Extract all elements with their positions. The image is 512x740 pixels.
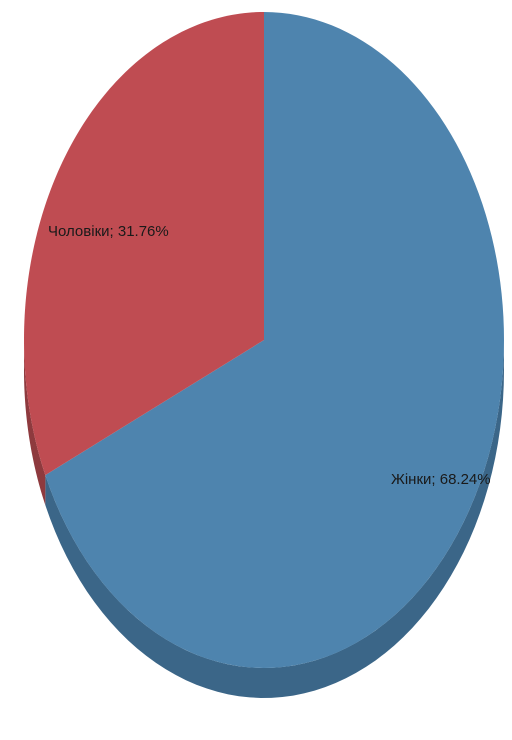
pie-slice-zhinky xyxy=(45,12,504,668)
pie-slices xyxy=(24,12,504,668)
data-label-zhinky: Жінки; 68.24% xyxy=(391,471,491,488)
pie-data-labels: Жінки; 68.24% Чоловіки; 31.76% xyxy=(48,223,491,488)
pie-slice-choloviky xyxy=(24,12,265,476)
pie-3d-side xyxy=(24,340,504,698)
pie-side-choloviky xyxy=(24,340,46,506)
data-label-choloviky: Чоловіки; 31.76% xyxy=(48,223,169,240)
